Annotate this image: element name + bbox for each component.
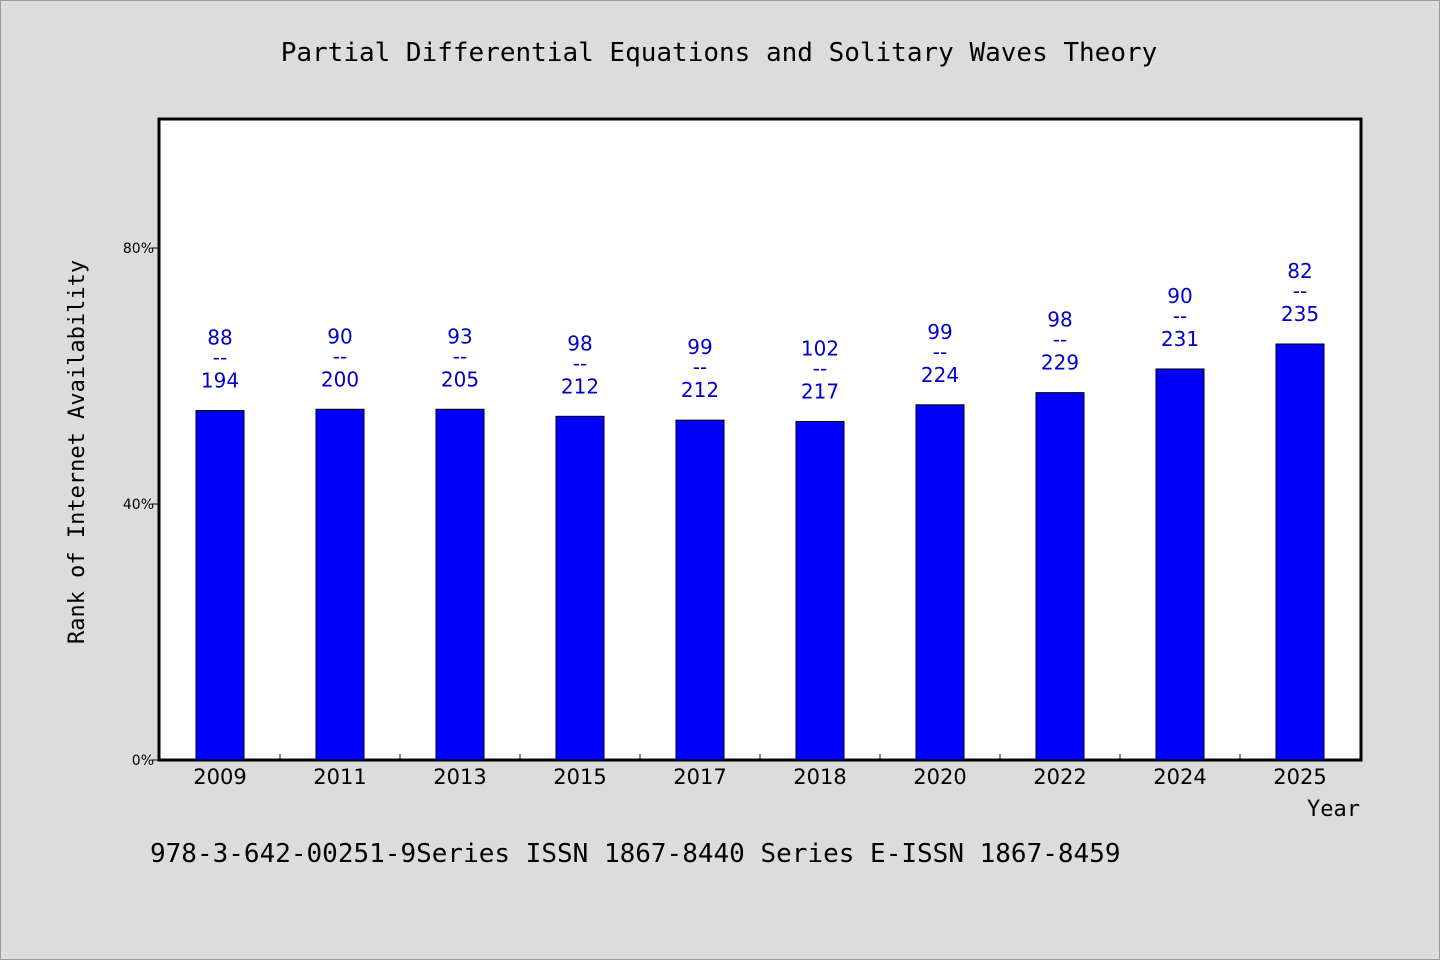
x-tick-label: 2022 xyxy=(1033,765,1086,789)
bar-label-separator: -- xyxy=(933,340,947,364)
x-tick-label: 2020 xyxy=(913,765,966,789)
bar-label-separator: -- xyxy=(693,355,707,379)
bar-label-rank: 93 xyxy=(447,324,472,348)
bar xyxy=(1155,368,1205,761)
y-tick-label: 40% xyxy=(123,497,154,513)
x-tick-label: 2025 xyxy=(1273,765,1326,789)
bar-label-rank: 82 xyxy=(1287,259,1312,283)
chart-title: Partial Differential Equations and Solit… xyxy=(281,38,1158,68)
x-tick-label: 2011 xyxy=(313,765,366,789)
data-labels-group: 88--19490--20093--20598--21299--212102--… xyxy=(201,259,1319,403)
y-axis-label: Rank of Internet Availability xyxy=(65,260,90,644)
bar-label-total: 205 xyxy=(441,367,479,391)
x-tick-label: 2017 xyxy=(673,765,726,789)
bar-label-total: 229 xyxy=(1041,351,1079,375)
bar-label-total: 224 xyxy=(921,363,959,387)
bar-label-total: 231 xyxy=(1161,327,1199,351)
bar xyxy=(675,419,725,761)
bar xyxy=(915,404,965,761)
bar-label-total: 235 xyxy=(1281,302,1319,326)
bar-label-separator: -- xyxy=(333,344,347,368)
bar xyxy=(555,415,605,761)
bar-label-rank: 98 xyxy=(1047,308,1072,332)
y-tick-label: 0% xyxy=(132,753,154,769)
bar-label-total: 194 xyxy=(201,369,239,393)
bar-label-separator: -- xyxy=(1053,328,1067,352)
bar-label-separator: -- xyxy=(1293,279,1307,303)
bar xyxy=(1035,392,1085,761)
bar-label-separator: -- xyxy=(573,351,587,375)
x-tick-label: 2009 xyxy=(193,765,246,789)
bar-label-separator: -- xyxy=(813,356,827,380)
bar-label-rank: 102 xyxy=(801,336,839,360)
bar-label-total: 212 xyxy=(561,374,599,398)
y-tick-label: 80% xyxy=(123,241,154,257)
bar xyxy=(795,420,845,761)
x-tick-label: 2024 xyxy=(1153,765,1206,789)
bar-label-total: 200 xyxy=(321,367,359,391)
bar xyxy=(1275,343,1325,761)
x-tick-label: 2018 xyxy=(793,765,846,789)
x-axis-label: Year xyxy=(1307,797,1360,822)
y-axis: 0% 40% 80% xyxy=(123,241,160,769)
bar-label-total: 212 xyxy=(681,378,719,402)
bar-label-separator: -- xyxy=(453,344,467,368)
bar xyxy=(435,408,485,761)
bar-label-rank: 90 xyxy=(1167,284,1192,308)
bar-label-rank: 90 xyxy=(327,324,352,348)
bar-label-rank: 99 xyxy=(927,320,952,344)
bar xyxy=(315,408,365,761)
footer-text: 978-3-642-00251-9Series ISSN 1867-8440 S… xyxy=(150,839,1121,869)
bar-label-separator: -- xyxy=(213,346,227,370)
bar-label-rank: 99 xyxy=(687,335,712,359)
bar-label-separator: -- xyxy=(1173,304,1187,328)
bar-label-total: 217 xyxy=(801,379,839,403)
x-tick-label: 2013 xyxy=(433,765,486,789)
bar-label-rank: 88 xyxy=(207,326,232,350)
bar xyxy=(195,410,245,761)
x-axis: 2009 2011 2013 2015 2017 2018 2020 2022 2024 2025 xyxy=(193,754,1327,789)
bars-group xyxy=(195,343,1325,761)
x-tick-label: 2015 xyxy=(553,765,606,789)
bar-label-rank: 98 xyxy=(567,331,592,355)
